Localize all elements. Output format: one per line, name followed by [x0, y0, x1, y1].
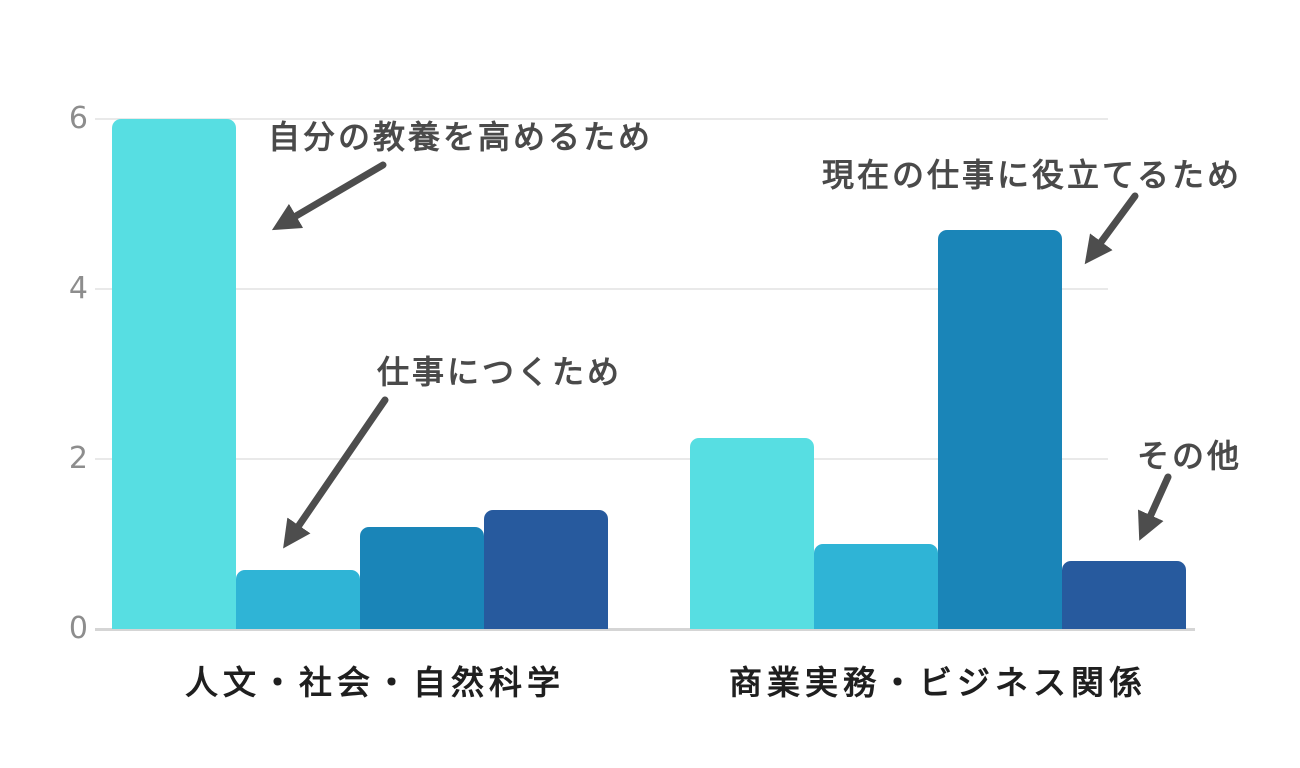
y-tick-label: 0	[68, 611, 88, 646]
annotation-other: その他	[1137, 437, 1243, 475]
bar-group1-series2	[236, 569, 360, 629]
x-axis-label-business: 商業実務・ビジネス関係	[729, 663, 1147, 702]
y-tick-label: 4	[68, 271, 88, 306]
annotation-current-work: 現在の仕事に役立てるため	[822, 156, 1243, 194]
bar-group2-series3	[938, 229, 1062, 629]
annotation-self-culture: 自分の教養を高めるため	[268, 118, 654, 156]
y-tick-label: 2	[68, 441, 88, 476]
gridline	[95, 288, 1108, 290]
x-axis-label-humanities: 人文・社会・自然科学	[185, 663, 565, 702]
bar-group2-series1	[690, 437, 814, 629]
gridline	[95, 458, 1108, 460]
bar-group2-series4	[1062, 561, 1186, 629]
bar-group1-series1	[112, 119, 236, 629]
annotation-get-job: 仕事につくため	[377, 353, 623, 391]
x-axis-line	[95, 628, 1195, 631]
y-tick-label: 6	[68, 101, 88, 136]
bar-group1-series4	[484, 510, 608, 629]
bar-group2-series2	[814, 544, 938, 629]
gridline	[95, 118, 1108, 120]
bar-group1-series3	[360, 527, 484, 629]
